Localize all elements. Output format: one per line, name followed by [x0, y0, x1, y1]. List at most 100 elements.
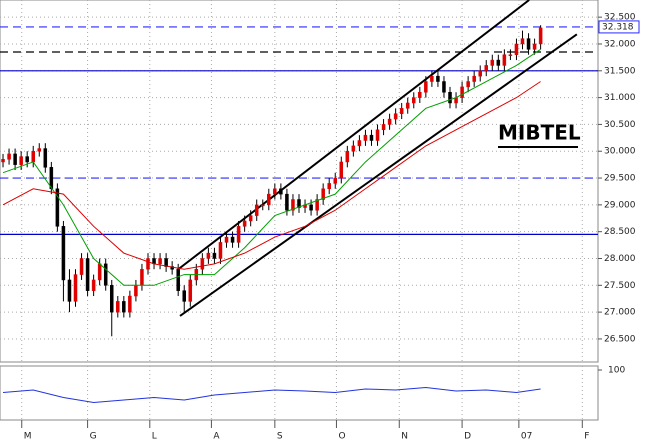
x-tick-label: D	[464, 432, 471, 442]
x-tick-label: F	[584, 432, 589, 442]
candle-body	[532, 43, 537, 50]
candle-body	[424, 81, 428, 93]
candle-body	[176, 268, 180, 291]
candle-body	[134, 285, 138, 297]
y-tick-label: 32.500	[604, 13, 636, 23]
moving-average	[2, 48, 541, 286]
level-label-box	[598, 20, 640, 34]
candle-body	[91, 279, 96, 291]
candle-body	[430, 75, 434, 82]
x-tick-label: G	[90, 432, 97, 442]
candle-body	[43, 148, 48, 168]
y-tick-label: 28.000	[604, 254, 636, 264]
candle-body	[315, 199, 319, 211]
candle-body	[37, 148, 42, 152]
candle-body	[236, 226, 241, 243]
candle-body	[218, 242, 223, 259]
candle-body	[412, 97, 416, 104]
candle-body	[31, 150, 35, 163]
candle-body	[61, 226, 66, 281]
candle-body	[418, 91, 422, 98]
indicator-panel	[0, 365, 599, 421]
x-tick-label: S	[277, 432, 283, 442]
y-tick-label: 32.000	[604, 39, 636, 49]
level-label: 32.318	[602, 22, 634, 32]
y-tick-label: 27.000	[604, 308, 636, 318]
x-tick-label: 07	[521, 432, 532, 442]
candle-body	[448, 91, 452, 104]
candle-body	[116, 301, 120, 313]
candle-body	[387, 118, 392, 125]
candle-body	[19, 156, 23, 165]
x-tick-label: L	[152, 432, 157, 442]
candle-body	[490, 59, 495, 66]
x-tick-label: N	[401, 432, 408, 442]
candle-body	[526, 38, 531, 50]
x-tick-label: O	[338, 432, 345, 442]
candle-body	[73, 274, 78, 302]
candle-body	[140, 268, 144, 286]
candle-body	[267, 193, 271, 206]
moving-average	[2, 81, 541, 270]
candle-body	[254, 204, 259, 216]
trend-line	[179, 33, 578, 317]
candle-body	[212, 252, 217, 259]
candle-body	[188, 279, 193, 302]
candle-body	[182, 290, 186, 302]
y-tick-label: 29.500	[604, 174, 636, 184]
candle-body	[103, 263, 108, 286]
candle-body	[478, 70, 482, 77]
candle-body	[206, 252, 211, 259]
candle-body	[109, 285, 114, 313]
candle-body	[484, 65, 489, 72]
candle-body	[496, 59, 501, 66]
candle-body	[508, 54, 513, 56]
candle-body	[363, 134, 368, 141]
candle-body	[273, 188, 277, 195]
candle-body	[405, 102, 410, 109]
candle-body	[128, 295, 132, 313]
candle-body	[436, 75, 440, 82]
candle-body	[297, 199, 301, 208]
candle-body	[291, 199, 295, 211]
candle-body	[170, 266, 174, 270]
candle-body	[164, 258, 168, 267]
candle-body	[339, 161, 344, 179]
candle-body	[321, 188, 325, 200]
y-tick-label: 30.500	[604, 120, 636, 130]
candle-body	[369, 134, 374, 141]
indicator-line	[2, 386, 541, 404]
candle-body	[285, 193, 289, 211]
candle-body	[97, 263, 102, 281]
candle-body	[13, 153, 17, 165]
candle-body	[230, 236, 235, 243]
candle-body	[393, 113, 398, 120]
candle-body	[79, 258, 84, 275]
candle-body	[381, 124, 386, 131]
candle-body	[260, 204, 265, 207]
candle-body	[158, 258, 162, 265]
candle-body	[122, 301, 126, 313]
candle-body	[85, 258, 90, 291]
y-tick-label: 28.500	[604, 227, 636, 237]
candle-body	[460, 86, 464, 98]
chart-title: MIBTEL	[498, 121, 581, 145]
candle-body	[146, 258, 150, 270]
candle-body	[333, 177, 338, 184]
candle-body	[7, 153, 11, 160]
indicator-tick-label: 100	[608, 366, 625, 376]
candle-body	[502, 54, 507, 66]
candle-body	[55, 188, 60, 227]
candle-body	[514, 43, 519, 55]
candle-body	[49, 167, 54, 190]
candle-body	[520, 38, 525, 45]
candle-body	[248, 215, 253, 222]
candle-body	[279, 188, 283, 195]
candle-body	[242, 220, 247, 227]
candle-body	[466, 81, 470, 88]
y-tick-label: 29.000	[604, 200, 636, 210]
candle-body	[224, 236, 229, 243]
candle-body	[357, 140, 362, 147]
candle-body	[345, 150, 350, 163]
y-tick-label: 31.500	[604, 66, 636, 76]
